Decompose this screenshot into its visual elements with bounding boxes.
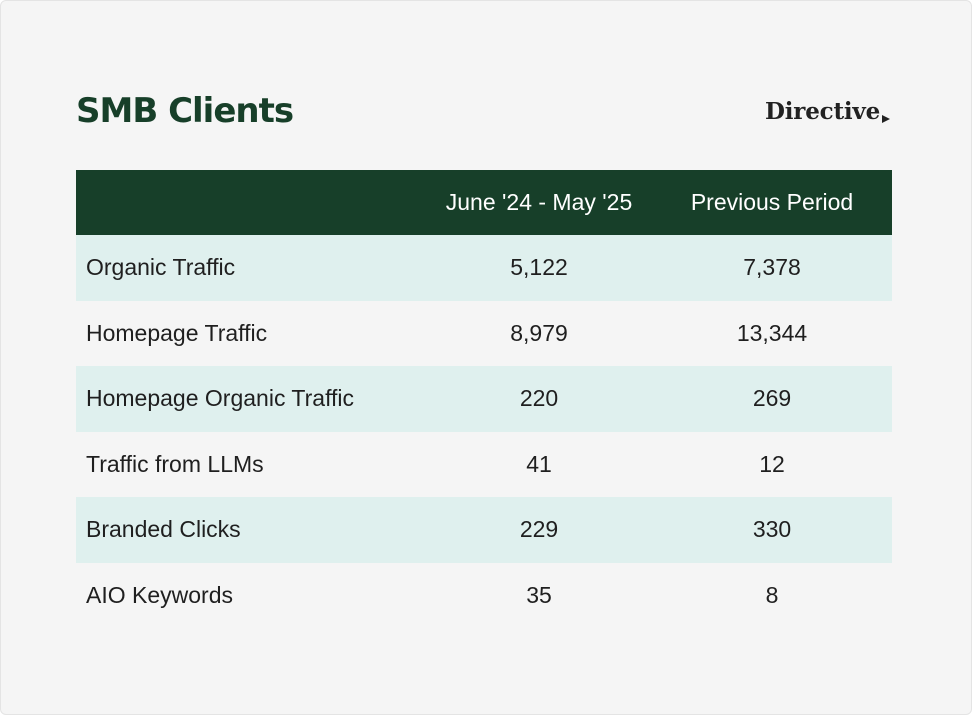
row-label: Traffic from LLMs	[76, 431, 412, 497]
row-label: Homepage Organic Traffic	[76, 366, 412, 432]
row-previous-value: 269	[662, 366, 892, 432]
table-row: Branded Clicks 229 330	[76, 497, 892, 563]
row-current-value: 5,122	[412, 235, 662, 301]
play-triangle-icon	[882, 115, 890, 123]
row-current-value: 220	[412, 366, 662, 432]
row-previous-value: 13,344	[662, 300, 892, 366]
table-row: Traffic from LLMs 41 12	[76, 431, 892, 497]
row-label: AIO Keywords	[76, 562, 412, 628]
table-row: Homepage Traffic 8,979 13,344	[76, 300, 892, 366]
row-previous-value: 8	[662, 562, 892, 628]
row-label: Branded Clicks	[76, 497, 412, 563]
row-current-value: 229	[412, 497, 662, 563]
row-current-value: 41	[412, 431, 662, 497]
row-previous-value: 12	[662, 431, 892, 497]
metrics-table: June '24 - May '25 Previous Period Organ…	[76, 170, 892, 628]
row-current-value: 8,979	[412, 300, 662, 366]
header-current-period: June '24 - May '25	[412, 170, 662, 235]
table-header-row: June '24 - May '25 Previous Period	[76, 170, 892, 235]
page-title: SMB Clients	[76, 91, 294, 131]
row-current-value: 35	[412, 562, 662, 628]
row-label: Organic Traffic	[76, 235, 412, 301]
row-label: Homepage Traffic	[76, 300, 412, 366]
brand-logo-text: Directive	[765, 98, 880, 125]
header-previous-period: Previous Period	[662, 170, 892, 235]
brand-logo: Directive	[765, 91, 891, 127]
table-row: Homepage Organic Traffic 220 269	[76, 366, 892, 432]
row-previous-value: 330	[662, 497, 892, 563]
table-row: Organic Traffic 5,122 7,378	[76, 235, 892, 301]
header-metric	[76, 170, 412, 235]
table-row: AIO Keywords 35 8	[76, 562, 892, 628]
table-body: Organic Traffic 5,122 7,378 Homepage Tra…	[76, 235, 892, 628]
row-previous-value: 7,378	[662, 235, 892, 301]
table-header: June '24 - May '25 Previous Period	[76, 170, 892, 235]
